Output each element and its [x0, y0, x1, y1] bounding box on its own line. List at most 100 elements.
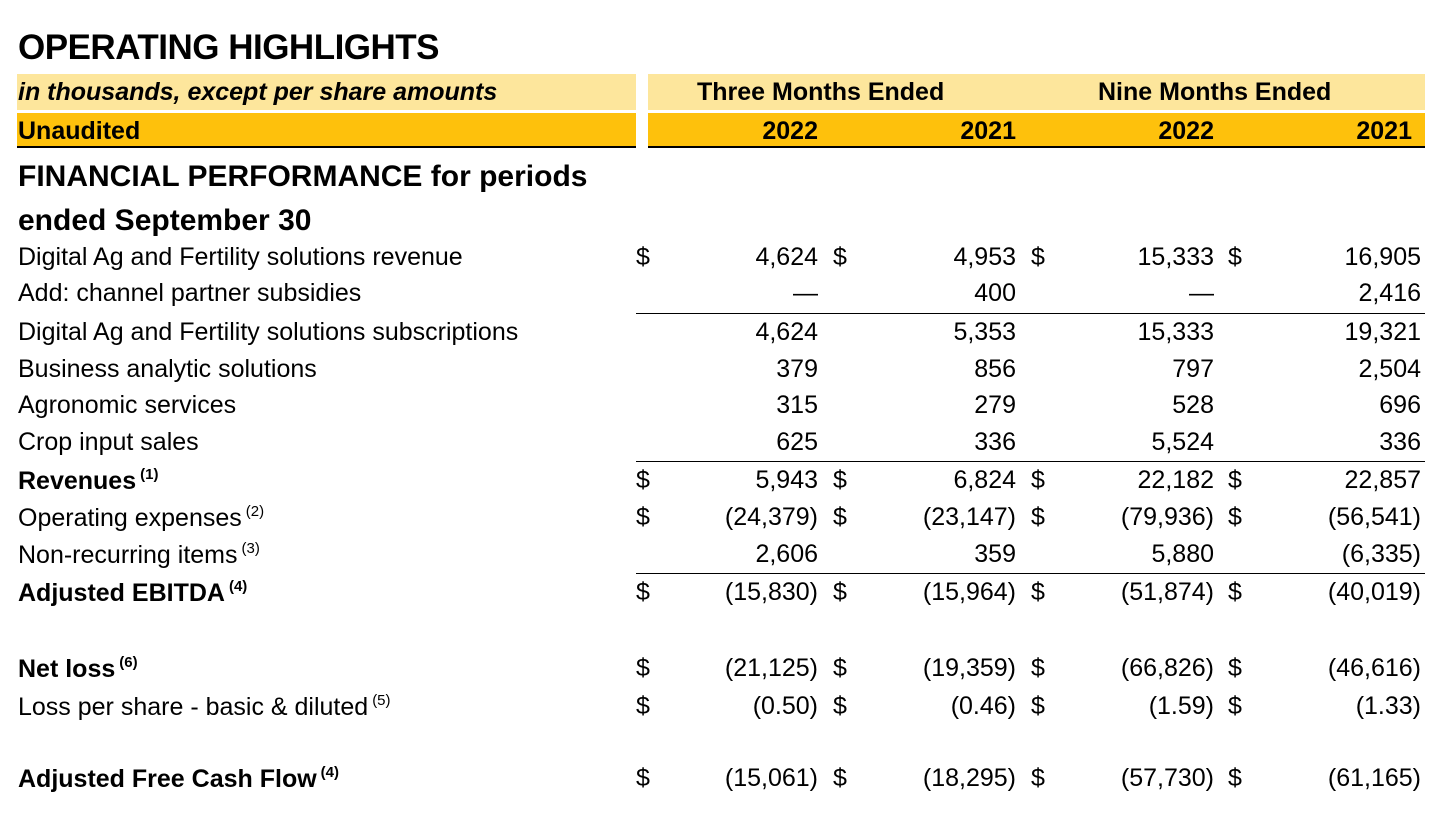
cell-value: (1.59)	[1148, 692, 1214, 720]
currency-symbol: $	[1031, 503, 1045, 531]
cell-value: 4,624	[755, 243, 818, 271]
row-label: Digital Ag and Fertility solutions reven…	[18, 243, 463, 271]
page-title: OPERATING HIGHLIGHTS	[18, 28, 440, 67]
rule-subtotal-revenues	[636, 461, 1425, 462]
cell-value: 22,857	[1344, 466, 1421, 494]
currency-symbol: $	[833, 692, 847, 720]
currency-symbol: $	[636, 764, 650, 792]
cell-value: 315	[776, 391, 818, 419]
cell-value: 336	[974, 428, 1016, 456]
currency-symbol: $	[1031, 692, 1045, 720]
header-band-periods	[17, 74, 1425, 110]
currency-symbol: $	[1031, 578, 1045, 606]
currency-symbol: $	[1031, 764, 1045, 792]
currency-symbol: $	[833, 654, 847, 682]
cell-value: 16,905	[1344, 243, 1421, 271]
cell-value: 625	[776, 428, 818, 456]
currency-symbol: $	[1031, 243, 1045, 271]
cell-value: 2,504	[1358, 355, 1421, 383]
cell-value: 5,524	[1151, 428, 1214, 456]
footnote-ref: (3)	[241, 540, 260, 557]
cell-value: (46,616)	[1327, 654, 1421, 682]
units-note: in thousands, except per share amounts	[18, 78, 498, 106]
cell-value: (0.46)	[950, 692, 1016, 720]
rule-subtotal-ebitda	[636, 573, 1425, 574]
cell-value: —	[793, 279, 818, 307]
currency-symbol: $	[833, 243, 847, 271]
row-label: Non-recurring items (3)	[18, 540, 260, 569]
row-label: Adjusted Free Cash Flow (4)	[18, 764, 340, 793]
section-title: FINANCIAL PERFORMANCE for periods ended …	[18, 160, 588, 237]
currency-symbol: $	[636, 503, 650, 531]
cell-value: (56,541)	[1327, 503, 1421, 531]
cell-value: 400	[974, 279, 1016, 307]
row-label: Digital Ag and Fertility solutions subsc…	[18, 318, 519, 346]
header-band-years	[17, 113, 1425, 148]
currency-symbol: $	[636, 243, 650, 271]
currency-symbol: $	[1228, 466, 1242, 494]
cell-value: 696	[1379, 391, 1421, 419]
cell-value: 359	[974, 540, 1016, 568]
year-header-ytd-2021: 2021	[1356, 117, 1412, 145]
cell-value: (21,125)	[724, 654, 818, 682]
row-label: Business analytic solutions	[18, 355, 317, 383]
three-months-header: Three Months Ended	[697, 78, 945, 106]
nine-months-header: Nine Months Ended	[1098, 78, 1332, 106]
cell-value: 6,824	[953, 466, 1016, 494]
currency-symbol: $	[833, 466, 847, 494]
footnote-ref: (6)	[119, 654, 138, 671]
cell-value: (40,019)	[1327, 578, 1421, 606]
currency-symbol: $	[1228, 654, 1242, 682]
row-label: Operating expenses (2)	[18, 503, 265, 532]
cell-value: 856	[974, 355, 1016, 383]
cell-value: (18,295)	[922, 764, 1016, 792]
cell-value: (0.50)	[752, 692, 818, 720]
row-label: Revenues (1)	[18, 466, 159, 495]
cell-value: (23,147)	[922, 503, 1016, 531]
currency-symbol: $	[1228, 692, 1242, 720]
year-header-ytd-2022: 2022	[1158, 117, 1214, 145]
row-label: Loss per share - basic & diluted (5)	[18, 692, 391, 721]
footnote-ref: (1)	[140, 466, 159, 483]
currency-symbol: $	[1228, 578, 1242, 606]
cell-value: 4,624	[755, 318, 818, 346]
cell-value: 2,416	[1358, 279, 1421, 307]
cell-value: 379	[776, 355, 818, 383]
row-label: Net loss (6)	[18, 654, 138, 683]
cell-value: (6,335)	[1341, 540, 1421, 568]
cell-value: 4,953	[953, 243, 1016, 271]
currency-symbol: $	[636, 578, 650, 606]
currency-symbol: $	[833, 503, 847, 531]
footnote-ref: (4)	[228, 578, 248, 595]
rule-subtotal-subscriptions	[636, 313, 1425, 314]
year-header-q-2022: 2022	[762, 117, 818, 145]
currency-symbol: $	[636, 466, 650, 494]
unaudited-label: Unaudited	[18, 117, 141, 145]
footnote-ref: (5)	[372, 692, 391, 709]
cell-value: (57,730)	[1120, 764, 1214, 792]
cell-value: 336	[1379, 428, 1421, 456]
year-header-q-2021: 2021	[960, 117, 1016, 145]
currency-symbol: $	[1228, 243, 1242, 271]
cell-value: 19,321	[1344, 318, 1421, 346]
cell-value: 797	[1172, 355, 1214, 383]
cell-value: —	[1189, 279, 1214, 307]
currency-symbol: $	[833, 764, 847, 792]
row-label: Crop input sales	[18, 428, 199, 456]
cell-value: 279	[974, 391, 1016, 419]
cell-value: 5,943	[755, 466, 818, 494]
cell-value: (24,379)	[724, 503, 818, 531]
currency-symbol: $	[1228, 764, 1242, 792]
cell-value: 5,880	[1151, 540, 1214, 568]
cell-value: 528	[1172, 391, 1214, 419]
currency-symbol: $	[1228, 503, 1242, 531]
cell-value: (66,826)	[1120, 654, 1214, 682]
currency-symbol: $	[1031, 466, 1045, 494]
cell-value: (61,165)	[1327, 764, 1421, 792]
cell-value: 15,333	[1137, 243, 1214, 271]
footnote-ref: (4)	[320, 764, 340, 781]
cell-value: (15,061)	[724, 764, 818, 792]
cell-value: (19,359)	[922, 654, 1016, 682]
cell-value: (15,964)	[922, 578, 1016, 606]
cell-value: 5,353	[953, 318, 1016, 346]
